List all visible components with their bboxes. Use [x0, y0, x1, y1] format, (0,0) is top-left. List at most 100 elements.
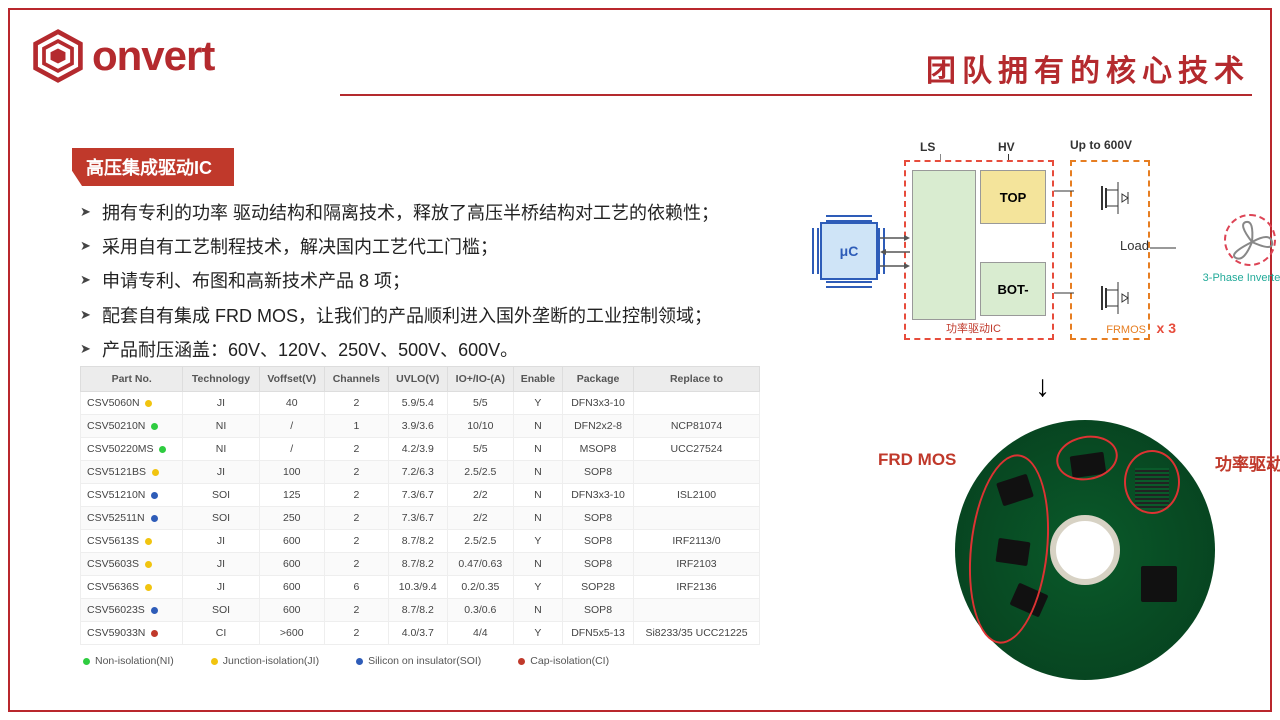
cell: 2: [325, 507, 389, 530]
cell: 2: [325, 461, 389, 484]
cell: N: [513, 553, 562, 576]
logo-icon: [30, 28, 86, 84]
bullet-item: 拥有专利的功率 驱动结构和隔离技术，释放了高压半桥结构对工艺的依赖性；: [80, 196, 719, 230]
cell: CSV56023S: [81, 599, 183, 622]
cell: 2.5/2.5: [447, 530, 513, 553]
wire: [1150, 244, 1176, 252]
cell: 5.9/5.4: [388, 392, 447, 415]
cell: DFN3x3-10: [563, 484, 634, 507]
table-row: CSV5613S JI60028.7/8.22.5/2.5YSOP8IRF211…: [81, 530, 760, 553]
cell: 0.2/0.35: [447, 576, 513, 599]
table-row: CSV59033N CI>60024.0/3.74/4YDFN5x5-13Si8…: [81, 622, 760, 645]
phase-label: 3-Phase Inverter: [1203, 272, 1280, 284]
cell: JI: [183, 392, 259, 415]
cell: /: [259, 415, 324, 438]
cell: Si8233/35 UCC21225: [634, 622, 760, 645]
pcb-hole: [1050, 515, 1120, 585]
legend-item: Junction-isolation(JI): [208, 655, 319, 667]
cell: JI: [183, 530, 259, 553]
cell: 2: [325, 438, 389, 461]
cell: 10/10: [447, 415, 513, 438]
cell: DFN5x5-13: [563, 622, 634, 645]
cell: 4/4: [447, 622, 513, 645]
cell: SOP8: [563, 461, 634, 484]
col-header: Voffset(V): [259, 367, 324, 392]
cell: DFN2x2-8: [563, 415, 634, 438]
top-text: TOP: [1000, 190, 1027, 205]
frd-mos-label: FRD MOS: [878, 450, 956, 470]
col-header: Part No.: [81, 367, 183, 392]
cell: SOP8: [563, 599, 634, 622]
bullet-list: 拥有专利的功率 驱动结构和隔离技术，释放了高压半桥结构对工艺的依赖性； 采用自有…: [80, 196, 719, 367]
cell: N: [513, 415, 562, 438]
cell: SOI: [183, 507, 259, 530]
hv-line: [1008, 154, 1009, 160]
col-header: Channels: [325, 367, 389, 392]
pcb-chip: [1141, 566, 1177, 602]
top-box: TOP: [980, 170, 1046, 224]
cell: CI: [183, 622, 259, 645]
cell: CSV52511N: [81, 507, 183, 530]
cell: >600: [259, 622, 324, 645]
cell: SOP8: [563, 553, 634, 576]
ls-line: [940, 154, 941, 160]
spec-table: Part No.TechnologyVoffset(V)ChannelsUVLO…: [80, 366, 760, 667]
bullet-item: 产品耐压涵盖：60V、120V、250V、500V、600V。: [80, 333, 719, 367]
page-title: 团队拥有的核心技术: [926, 46, 1250, 90]
col-header: UVLO(V): [388, 367, 447, 392]
table-row: CSV5636S JI600610.3/9.40.2/0.35YSOP28IRF…: [81, 576, 760, 599]
cell: SOP8: [563, 530, 634, 553]
mosfet-bot: [1092, 280, 1132, 316]
uc-box: μC: [820, 222, 878, 280]
cell: SOP28: [563, 576, 634, 599]
logo-text: onvert: [92, 32, 214, 80]
col-header: Technology: [183, 367, 259, 392]
cell: DFN3x3-10: [563, 392, 634, 415]
table-row: CSV5121BS JI10027.2/6.32.5/2.5NSOP8: [81, 461, 760, 484]
cell: 2: [325, 553, 389, 576]
bot-text: BOT-: [997, 282, 1028, 297]
driver-left-block: [912, 170, 976, 320]
cell: 5/5: [447, 392, 513, 415]
cell: /: [259, 438, 324, 461]
cell: 3.9/3.6: [388, 415, 447, 438]
cell: 4.0/3.7: [388, 622, 447, 645]
cell: 2/2: [447, 484, 513, 507]
wire: [1054, 186, 1074, 196]
cell: CSV50210N: [81, 415, 183, 438]
cell: CSV5613S: [81, 530, 183, 553]
col-header: Enable: [513, 367, 562, 392]
cell: N: [513, 484, 562, 507]
cell: 2.5/2.5: [447, 461, 513, 484]
cell: 600: [259, 553, 324, 576]
cell: 125: [259, 484, 324, 507]
cell: 2: [325, 622, 389, 645]
cell: N: [513, 507, 562, 530]
cell: SOI: [183, 599, 259, 622]
cell: 5/5: [447, 438, 513, 461]
cell: Y: [513, 622, 562, 645]
col-header: IO+/IO-(A): [447, 367, 513, 392]
cell: UCC27524: [634, 438, 760, 461]
cell: 600: [259, 530, 324, 553]
bullet-item: 申请专利、布图和高新技术产品 8 项；: [80, 264, 719, 298]
cell: 7.3/6.7: [388, 484, 447, 507]
load-label: Load: [1120, 238, 1149, 253]
table-row: CSV50220MS NI/24.2/3.95/5NMSOP8UCC27524: [81, 438, 760, 461]
driver-label: 功率驱动IC: [946, 320, 1001, 336]
cell: CSV51210N: [81, 484, 183, 507]
cell: 7.2/6.3: [388, 461, 447, 484]
uc-text: μC: [840, 243, 859, 259]
table-legend: Non-isolation(NI)Junction-isolation(JI)S…: [80, 655, 760, 667]
hv-label: HV: [998, 140, 1015, 154]
frmos-label: FRMOS: [1106, 324, 1146, 336]
cell: 8.7/8.2: [388, 530, 447, 553]
uc-arrows: [880, 230, 910, 274]
title-underline: [340, 94, 1252, 96]
cell: 100: [259, 461, 324, 484]
driver-ic-label: 功率驱动IC: [1215, 450, 1280, 475]
bot-box: BOT-: [980, 262, 1046, 316]
cell: [634, 507, 760, 530]
cell: JI: [183, 461, 259, 484]
cell: 2: [325, 530, 389, 553]
